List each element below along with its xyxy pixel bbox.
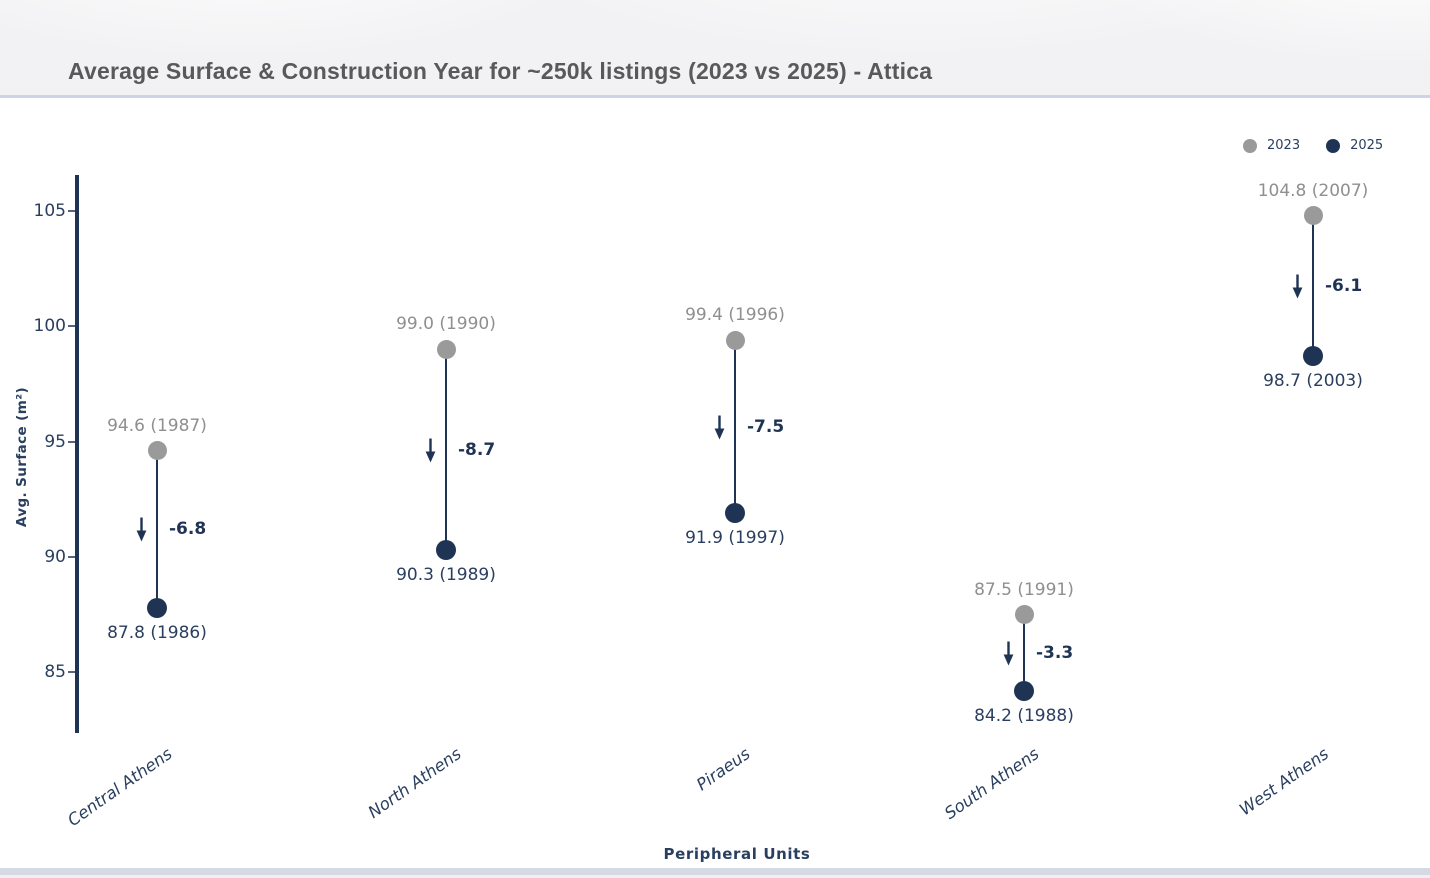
- data-point-2023[interactable]: [725, 330, 745, 350]
- data-point-2025[interactable]: [436, 539, 456, 560]
- data-point-2023[interactable]: [1014, 605, 1034, 625]
- y-tick-mark: [68, 440, 75, 443]
- footer-bar-lower: [0, 875, 1430, 878]
- x-category-label: West Athens: [1235, 744, 1332, 820]
- data-point-2025[interactable]: [1303, 346, 1323, 367]
- value-label-2023: 94.6 (1987): [107, 415, 207, 436]
- decrease-arrow-icon: [1291, 274, 1304, 299]
- value-label-2023: 99.4 (1996): [685, 305, 785, 326]
- legend-label: 2025: [1350, 138, 1384, 153]
- data-point-2025[interactable]: [147, 597, 167, 618]
- dumbbell-connector: [156, 450, 158, 608]
- y-axis-line: [75, 175, 79, 733]
- y-tick-label: 100: [33, 316, 66, 337]
- data-point-2023[interactable]: [1303, 206, 1323, 226]
- y-tick-label: 90: [44, 546, 66, 567]
- data-point-2023[interactable]: [147, 441, 167, 461]
- delta-label: -6.8: [169, 519, 207, 540]
- y-tick-mark: [68, 325, 75, 328]
- legend-label: 2023: [1267, 138, 1301, 153]
- legend-dot-icon: [1243, 138, 1257, 153]
- value-label-2025: 98.7 (2003): [1263, 371, 1363, 392]
- x-axis-title: Peripheral Units: [663, 845, 811, 863]
- value-label-2025: 87.8 (1986): [107, 622, 207, 643]
- decrease-arrow-icon: [135, 517, 148, 542]
- decrease-arrow-icon: [424, 438, 437, 463]
- delta-label: -8.7: [458, 439, 496, 460]
- delta-label: -7.5: [747, 416, 785, 437]
- dumbbell-connector: [734, 340, 736, 514]
- y-tick-label: 95: [44, 431, 66, 452]
- footer-bar: [0, 868, 1430, 875]
- legend-dot-icon: [1326, 138, 1341, 153]
- dumbbell-connector: [1023, 614, 1025, 691]
- legend-item-2023[interactable]: 2023: [1243, 138, 1300, 153]
- delta-label: -6.1: [1325, 275, 1363, 296]
- value-label-2025: 90.3 (1989): [396, 564, 496, 585]
- y-tick-mark: [68, 555, 75, 558]
- legend: 2023 2025: [1243, 138, 1383, 153]
- chart-header: Average Surface & Construction Year for …: [0, 0, 1430, 95]
- data-point-2023[interactable]: [436, 339, 456, 359]
- y-tick-label: 85: [44, 662, 66, 683]
- x-category-label: North Athens: [364, 744, 465, 822]
- value-label-2025: 84.2 (1988): [974, 705, 1074, 726]
- plot-area: 105 100 95 90 85 Avg. Surface (m²) Peripheral …: [0, 98, 1430, 868]
- x-category-label: South Athens: [941, 744, 1043, 824]
- value-label-2023: 87.5 (1991): [974, 579, 1074, 600]
- dumbbell-connector: [445, 349, 447, 550]
- y-tick-mark: [68, 671, 75, 674]
- legend-item-2025[interactable]: 2025: [1326, 138, 1383, 153]
- header-divider: [0, 95, 1430, 98]
- x-category-label: Central Athens: [64, 744, 176, 830]
- value-label-2025: 91.9 (1997): [685, 528, 785, 549]
- delta-label: -3.3: [1036, 642, 1074, 663]
- data-point-2025[interactable]: [725, 503, 745, 524]
- value-label-2023: 99.0 (1990): [396, 314, 496, 335]
- decrease-arrow-icon: [713, 415, 726, 440]
- value-label-2023: 104.8 (2007): [1257, 180, 1369, 201]
- chart-title: Average Surface & Construction Year for …: [68, 58, 933, 84]
- decrease-arrow-icon: [1002, 641, 1015, 666]
- y-tick-label: 105: [33, 201, 66, 221]
- y-axis-title: Avg. Surface (m²): [14, 386, 30, 528]
- dumbbell-connector: [1312, 215, 1314, 357]
- data-point-2025[interactable]: [1014, 680, 1034, 701]
- y-tick-mark: [68, 210, 75, 212]
- x-category-label: Piraeus: [693, 744, 754, 795]
